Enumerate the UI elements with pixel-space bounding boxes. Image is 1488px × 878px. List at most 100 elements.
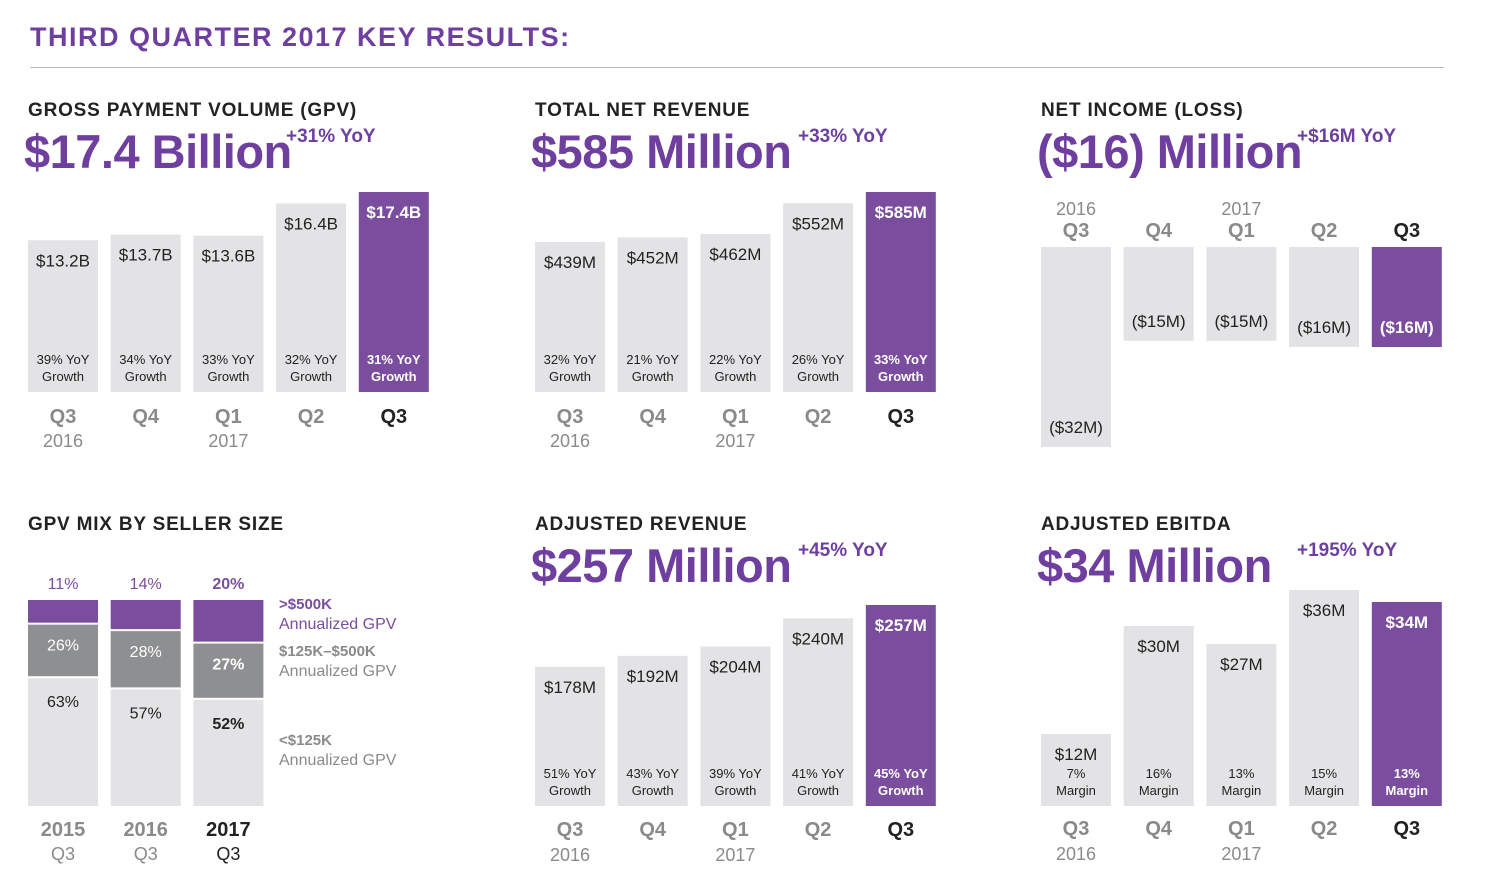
gpv-bar — [193, 235, 264, 392]
ebitda-sub-label: Margin — [1139, 783, 1179, 798]
net-income-x-tick: Q3 — [1393, 220, 1420, 242]
revenue-sub-label: Growth — [797, 369, 839, 384]
gpv-chart: $13.2B 39% YoY Growth Q3 2016 $13.7B 34% YoY Gr… — [28, 192, 429, 451]
net-income-bar — [1206, 247, 1277, 341]
mix-large-label: 11% — [48, 576, 79, 593]
ebitda-yoy: +195% YoY — [1297, 540, 1398, 561]
revenue-bar — [700, 234, 771, 392]
revenue-sub-label: 22% YoY — [709, 352, 762, 367]
adj_revenue-x-year: 2017 — [715, 845, 755, 865]
net-income-panel-title: NET INCOME (LOSS) — [1041, 100, 1244, 121]
adj_revenue-sub-label: Growth — [632, 783, 674, 798]
net-income-x-tick: Q2 — [1311, 220, 1338, 242]
adj_revenue-bar — [617, 655, 688, 806]
gpv-bar — [276, 203, 347, 392]
mix-segment-mid — [193, 643, 264, 698]
net-income-bar — [1289, 247, 1360, 347]
gpv-x-tick: Q4 — [132, 406, 160, 428]
ebitda-x-tick: Q1 — [1228, 818, 1255, 840]
adj_revenue-bar — [783, 618, 854, 806]
mix-segment-small — [110, 689, 181, 806]
revenue-x-tick: Q1 — [722, 406, 749, 428]
adj_revenue-sub-label: 51% YoY — [544, 766, 597, 781]
adj_revenue-value-label: $240M — [792, 629, 844, 648]
gpv-sub-label: Growth — [371, 369, 417, 384]
mix-x-tick: 2015 — [41, 819, 86, 841]
ebitda-sub-label: 16% — [1146, 766, 1172, 781]
mix-small-label: 57% — [130, 705, 162, 722]
mix-legend-subtitle: Annualized GPV — [279, 616, 397, 633]
ebitda-x-year: 2017 — [1221, 844, 1261, 864]
revenue-value-label: $439M — [544, 253, 596, 272]
net-income-yoy: +$16M YoY — [1297, 126, 1397, 147]
mix-legend-subtitle: Annualized GPV — [279, 663, 397, 680]
adj_revenue-sub-label: 45% YoY — [874, 766, 928, 781]
adj_revenue-bar — [700, 646, 771, 806]
revenue-x-tick: Q2 — [805, 406, 832, 428]
revenue-x-tick: Q4 — [639, 406, 667, 428]
page-title: THIRD QUARTER 2017 KEY RESULTS: — [30, 22, 571, 52]
revenue-sub-label: Growth — [549, 369, 591, 384]
net-income-value-label: ($16M) — [1297, 318, 1351, 337]
net-income-value-label: ($15M) — [1132, 312, 1186, 331]
ebitda-value-label: $36M — [1303, 601, 1346, 620]
gpv-value-label: $16.4B — [284, 214, 338, 233]
revenue-bar — [865, 192, 936, 392]
net-income-value-label: ($15M) — [1214, 312, 1268, 331]
net-income-bar — [1123, 247, 1194, 341]
adj_revenue-value-label: $257M — [875, 616, 927, 635]
gpv-value-label: $13.6B — [201, 247, 255, 266]
mix-x-tick: 2016 — [123, 819, 168, 841]
adj-revenue-headline: $257 Million — [531, 539, 792, 592]
net-income-chart: ($32M)Q32016($15M)Q4($15M)Q12017($16M)Q2… — [1041, 199, 1442, 447]
mix-mid-label: 27% — [212, 657, 244, 674]
gpv-sub-label: Growth — [290, 369, 332, 384]
gpv-sub-label: Growth — [207, 369, 249, 384]
net-income-x-year: 2016 — [1056, 199, 1096, 219]
revenue-x-tick: Q3 — [887, 406, 914, 428]
ebitda-sub-label: Margin — [1304, 783, 1344, 798]
mix-x-tick: 2017 — [206, 819, 251, 841]
net-income-value-label: ($16M) — [1380, 318, 1434, 337]
mix-x-quarter: Q3 — [51, 844, 75, 864]
revenue-x-year: 2016 — [550, 431, 590, 451]
ebitda-sub-label: 13% — [1394, 766, 1420, 781]
net-income-headline: ($16) Million — [1037, 125, 1303, 178]
adj-revenue-chart: $178M 51% YoY Growth Q3 2016 $192M 43% YoY Grow… — [535, 605, 936, 865]
adj-revenue-panel-title: ADJUSTED REVENUE — [535, 514, 748, 535]
gpv-bar — [110, 234, 181, 392]
revenue-sub-label: 21% YoY — [626, 352, 679, 367]
revenue-bar — [783, 203, 854, 392]
net-income-x-tick: Q4 — [1145, 220, 1173, 242]
ebitda-sub-label: Margin — [1222, 783, 1262, 798]
adj_revenue-bar — [865, 605, 936, 806]
gpv-sub-label: 32% YoY — [285, 352, 338, 367]
gpv-sub-label: 39% YoY — [37, 352, 90, 367]
ebitda-sub-label: Margin — [1056, 783, 1096, 798]
ebitda-sub-label: Margin — [1385, 783, 1428, 798]
mix-legend-subtitle: Annualized GPV — [279, 752, 397, 769]
revenue-yoy: +33% YoY — [798, 126, 888, 147]
adj_revenue-bar — [535, 666, 605, 806]
mix-large-label: 14% — [130, 576, 162, 593]
ebitda-headline: $34 Million — [1037, 539, 1272, 592]
adj_revenue-x-tick: Q3 — [557, 819, 584, 841]
revenue-sub-label: 32% YoY — [544, 352, 597, 367]
ebitda-bar — [1123, 626, 1194, 806]
ebitda-value-label: $30M — [1137, 637, 1180, 656]
title-divider — [30, 67, 1444, 68]
ebitda-bar — [1206, 644, 1277, 806]
adj_revenue-x-tick: Q3 — [887, 819, 914, 841]
mix-legend-title: $125K–$500K — [279, 643, 376, 660]
ebitda-sub-label: 13% — [1228, 766, 1254, 781]
gpv-x-tick: Q3 — [380, 406, 407, 428]
adj_revenue-x-year: 2016 — [550, 845, 590, 865]
revenue-value-label: $552M — [792, 214, 844, 233]
gpv-x-year: 2016 — [43, 431, 83, 451]
revenue-value-label: $452M — [627, 248, 679, 267]
ebitda-value-label: $34M — [1386, 613, 1429, 632]
adj_revenue-value-label: $192M — [627, 667, 679, 686]
ebitda-bar — [1041, 734, 1111, 806]
gpv-sub-label: 31% YoY — [367, 352, 421, 367]
gpv-sub-label: Growth — [42, 369, 84, 384]
